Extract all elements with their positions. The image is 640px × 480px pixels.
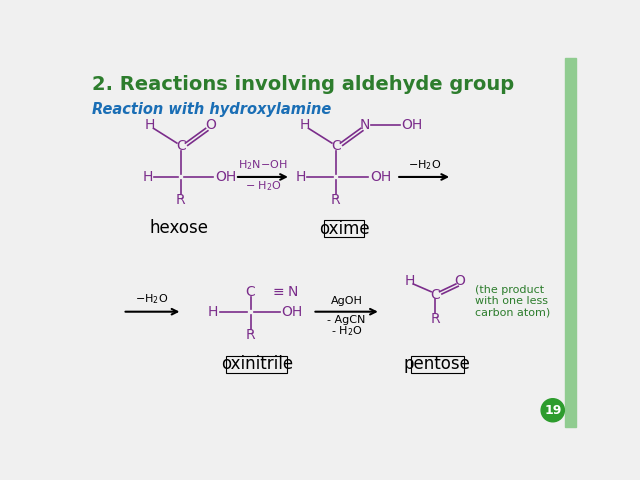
Circle shape: [541, 399, 564, 422]
Text: H: H: [145, 119, 155, 132]
Text: $-$H$_2$O: $-$H$_2$O: [408, 158, 441, 172]
Bar: [565, 58, 576, 427]
Text: OH: OH: [402, 119, 423, 132]
Text: Reaction with hydroxylamine: Reaction with hydroxylamine: [92, 102, 331, 117]
Text: OH: OH: [370, 170, 391, 184]
Text: hexose: hexose: [150, 219, 209, 237]
FancyBboxPatch shape: [227, 356, 287, 372]
Text: $-$ H$_2$O: $-$ H$_2$O: [244, 179, 281, 193]
Text: R: R: [331, 193, 340, 207]
Text: C: C: [331, 139, 340, 153]
Text: R: R: [176, 193, 186, 207]
Text: H: H: [143, 170, 154, 184]
Text: H: H: [404, 274, 415, 288]
Text: H: H: [300, 119, 310, 132]
Text: C: C: [246, 286, 255, 300]
Text: AgOH: AgOH: [331, 296, 362, 306]
Text: 2. Reactions involving aldehyde group: 2. Reactions involving aldehyde group: [92, 74, 514, 94]
Text: O: O: [205, 119, 216, 132]
Text: 19: 19: [544, 404, 561, 417]
Text: - H$_2$O: - H$_2$O: [331, 324, 362, 338]
Text: $-$H$_2$O: $-$H$_2$O: [136, 292, 169, 306]
FancyBboxPatch shape: [411, 356, 463, 372]
Text: oxime: oxime: [319, 219, 369, 238]
Text: C: C: [176, 139, 186, 153]
Text: H$_2$N$-$OH: H$_2$N$-$OH: [238, 158, 287, 171]
Text: C: C: [430, 288, 440, 302]
Text: R: R: [430, 312, 440, 326]
Text: pentose: pentose: [404, 355, 470, 373]
Text: (the product
with one less
carbon atom): (the product with one less carbon atom): [476, 285, 550, 318]
Text: H: H: [208, 305, 218, 319]
Text: N: N: [360, 119, 371, 132]
Text: - AgCN: - AgCN: [328, 315, 366, 325]
Text: H: H: [296, 170, 306, 184]
Text: OH: OH: [215, 170, 236, 184]
Text: OH: OH: [282, 305, 303, 319]
Text: R: R: [246, 328, 255, 342]
Text: oxinitrile: oxinitrile: [221, 355, 292, 373]
FancyBboxPatch shape: [324, 220, 364, 237]
Text: O: O: [454, 274, 465, 288]
Text: $\equiv$N: $\equiv$N: [270, 286, 298, 300]
